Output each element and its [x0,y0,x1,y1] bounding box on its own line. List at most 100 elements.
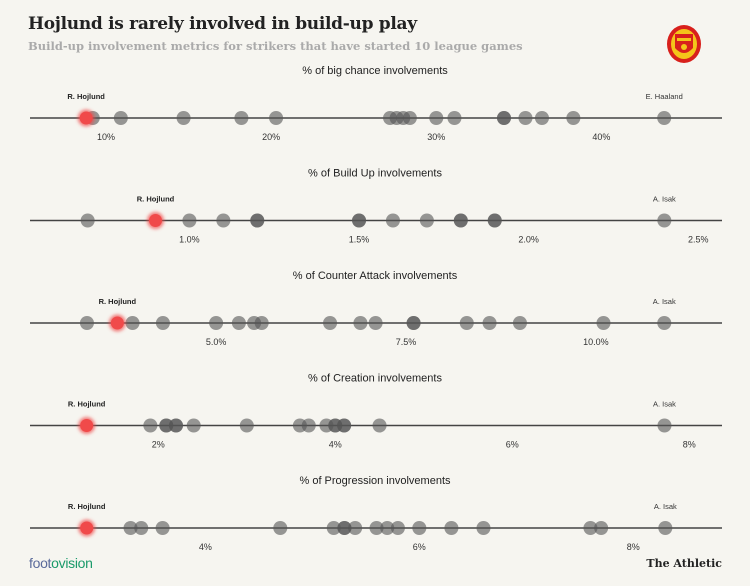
player-dot [518,111,533,125]
source-text-b: ovision [51,555,93,571]
strip-chart-4: % of Creation involvements 2% 4% 6% 8% A. Isa… [30,373,722,450]
tick-label: 1.0% [179,235,200,245]
player-dot [254,316,269,330]
manchester-united-crest-icon [667,25,701,63]
strip-chart-3: % of Counter Attack involvements 5.0% 7.5%… [30,270,722,347]
top-player-label: A. Isak [653,400,676,409]
player-dot [239,418,254,433]
strip-chart-2: % of Build Up involvements 1.0% 1.5% 2.0% 2.… [30,168,722,245]
player-dot [496,111,511,125]
chart-title: Hojlund is rarely involved in build-up p… [28,14,417,34]
player-dot [125,316,140,330]
player-dot [169,418,184,433]
top-player-dot [657,111,672,125]
player-dot [583,521,598,535]
player-dot [512,316,527,330]
player-dot [476,521,491,535]
player-dot [273,521,288,535]
player-dot [155,316,170,330]
player-dot [372,418,387,433]
player-dot [301,418,316,433]
player-dot [412,521,427,535]
strip-chart-5: % of Progression involvements 4% 6% 8% A. Is… [30,475,722,552]
player-dot [368,316,383,330]
hojlund-label: R. Hojlund [68,502,106,511]
top-player-label: A. Isak [653,297,676,306]
player-dot [487,213,502,228]
player-dot [596,316,611,330]
tick-label: 2.0% [518,235,539,245]
player-dot [402,111,417,125]
chart-subtitle: Build-up involvement metrics for striker… [28,39,523,53]
tick-label: 40% [592,132,610,142]
player-dot [80,213,95,228]
player-dot [444,521,459,535]
strip-chart-1: % of big chance involvements 10% 20% 30% 40%… [30,65,722,142]
player-dot [143,418,158,433]
strip-title: % of Build Up involvements [308,168,442,180]
player-dot [231,316,246,330]
tick-label: 6% [506,440,519,450]
player-dot [234,111,249,125]
footovision-logo: footovision [29,555,93,571]
player-dot [406,316,421,330]
player-dot [534,111,549,125]
hojlund-dot [149,214,163,227]
player-dot [429,111,444,125]
player-dot [594,521,609,535]
tick-label: 2% [152,440,165,450]
player-dot [380,521,395,535]
player-dot [453,213,468,228]
tick-label: 4% [329,440,342,450]
player-dot [385,213,400,228]
publisher-logo: The Athletic [646,557,722,570]
player-dot [447,111,462,125]
player-dot [123,521,138,535]
player-dot [459,316,474,330]
player-dot [353,316,368,330]
player-dot [419,213,434,228]
source-text-a: foot [29,555,52,571]
player-dot [348,521,363,535]
top-player-label: A. Isak [654,502,677,511]
hojlund-dot [110,316,124,330]
player-dot [482,316,497,330]
top-player-label: A. Isak [653,195,676,204]
player-dot [113,111,128,125]
strip-title: % of big chance involvements [302,65,448,77]
player-dot [134,521,149,535]
player-dot [186,418,201,433]
top-player-label: E. Haaland [646,92,683,101]
player-dot [182,213,197,228]
tick-label: 8% [627,542,640,552]
strip-title: % of Creation involvements [308,373,442,385]
tick-label: 8% [683,440,696,450]
strip-title: % of Progression involvements [299,475,451,487]
hojlund-label: R. Hojlund [67,92,105,101]
player-dot [352,213,367,228]
player-dot [390,521,405,535]
tick-label: 30% [427,132,445,142]
player-dot [79,316,94,330]
player-dot [159,418,174,433]
player-dot [155,521,170,535]
tick-label: 6% [413,542,426,552]
tick-label: 10% [97,132,115,142]
tick-label: 4% [199,542,212,552]
top-player-dot [657,316,672,330]
player-dot [176,111,191,125]
tick-label: 5.0% [206,337,227,347]
hojlund-dot [79,111,93,125]
tick-label: 2.5% [688,235,709,245]
top-player-dot [657,213,672,228]
hojlund-label: R. Hojlund [137,195,175,204]
hojlund-dot [80,419,94,432]
player-dot [323,316,338,330]
hojlund-label: R. Hojlund [68,400,106,409]
top-player-dot [658,521,673,535]
tick-label: 1.5% [349,235,370,245]
tick-label: 10.0% [583,337,609,347]
player-dot [216,213,231,228]
strip-title: % of Counter Attack involvements [293,270,458,282]
